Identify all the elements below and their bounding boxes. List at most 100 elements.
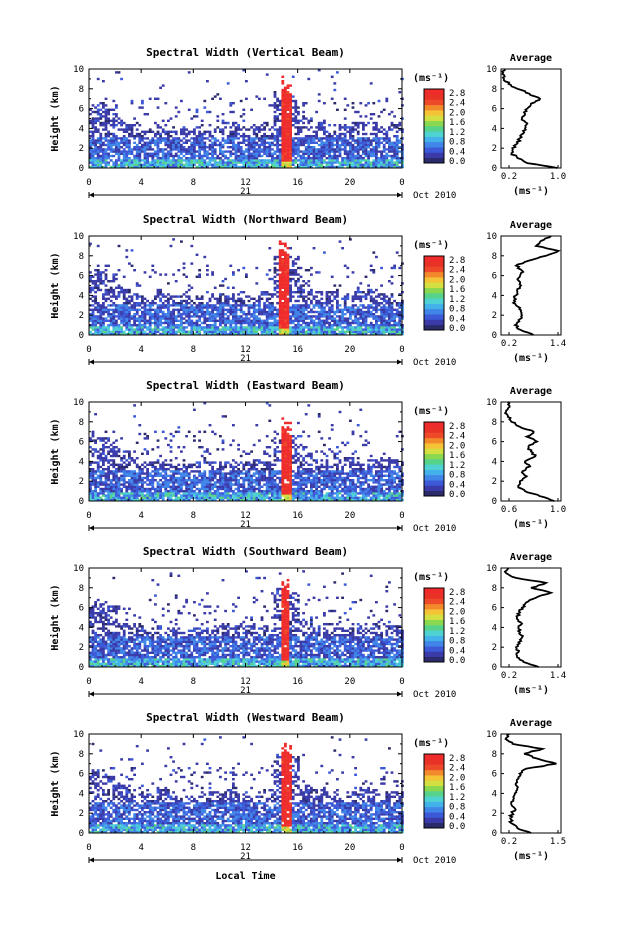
colorbar-tick-label: 0.4 [449, 147, 465, 157]
heatmap-cell [221, 128, 225, 131]
heatmap-cell [174, 476, 178, 480]
heatmap-cell [317, 161, 321, 164]
heatmap-cell [99, 437, 103, 440]
heatmap-cell [375, 154, 378, 158]
heatmap-cell [161, 326, 165, 329]
heatmap-cell [211, 159, 214, 162]
colorbar-segment [424, 298, 444, 304]
heatmap-cell [328, 306, 331, 309]
heatmap-cell [193, 313, 196, 316]
heatmap-cell [281, 258, 285, 261]
heatmap-cell [273, 161, 277, 164]
heatmap-cell [286, 95, 290, 98]
heatmap-cell [112, 161, 116, 164]
heatmap-cell [208, 330, 212, 333]
heatmap-cell [356, 286, 360, 289]
colorbar-tick-label: 1.6 [449, 118, 465, 128]
heatmap-cell [299, 328, 303, 331]
heatmap-cell [89, 297, 92, 300]
heatmap-cell [203, 304, 207, 307]
heatmap-cell [336, 321, 339, 325]
heatmap-cell [312, 315, 316, 318]
heatmap-cell [302, 141, 305, 144]
heatmap-cell [161, 84, 165, 87]
heatmap-cell [369, 321, 373, 325]
heatmap-cell [109, 485, 113, 488]
heatmap-cell [154, 324, 157, 327]
heatmap-cell [234, 121, 238, 125]
heatmap-cell [299, 317, 303, 320]
heatmap-cell [250, 139, 253, 142]
average-y-tick-label: 8 [492, 252, 497, 262]
heatmap-cell [307, 165, 311, 169]
heatmap-cell [122, 494, 126, 497]
heatmap-cell [330, 148, 334, 151]
heatmap-cell [99, 277, 103, 281]
heatmap-cell [146, 137, 149, 140]
heatmap-cell [390, 121, 394, 125]
heatmap-cell [367, 291, 370, 294]
heatmap-cell [237, 269, 240, 272]
heatmap-cell [104, 277, 108, 281]
heatmap-cell [203, 163, 207, 166]
heatmap-cell [120, 137, 123, 140]
heatmap-cell [138, 150, 142, 153]
heatmap-cell [237, 165, 240, 169]
heatmap-cell [291, 291, 295, 294]
heatmap-cell [117, 470, 121, 473]
heatmap-cell [286, 121, 290, 125]
heatmap-cell [299, 313, 303, 316]
heatmap-cell [172, 313, 175, 316]
heatmap-cell [219, 284, 222, 287]
heatmap-cell [174, 141, 178, 144]
heatmap-cell [96, 308, 100, 311]
average-y-tick-label: 6 [492, 105, 497, 115]
heatmap-cell [333, 139, 337, 142]
heatmap-cell [242, 108, 246, 111]
heatmap-cell [343, 132, 347, 136]
heatmap-cell [250, 332, 253, 336]
heatmap-cell [130, 126, 134, 129]
heatmap-cell [141, 492, 144, 495]
heatmap-cell [117, 157, 121, 160]
heatmap-cell [203, 106, 207, 109]
heatmap-cell [323, 332, 326, 336]
heatmap-cell [107, 324, 110, 327]
heatmap-cell [195, 150, 199, 153]
heatmap-cell [211, 97, 214, 100]
heatmap-cell [213, 319, 217, 322]
heatmap-cell [143, 150, 147, 153]
heatmap-cell [167, 154, 170, 158]
heatmap-cell [169, 476, 173, 480]
heatmap-cell [193, 128, 196, 131]
heatmap-cell [278, 135, 282, 138]
heatmap-cell [104, 472, 108, 475]
heatmap-cell [377, 157, 381, 160]
heatmap-cell [112, 332, 116, 336]
heatmap-cell [281, 163, 285, 166]
heatmap-cell [190, 143, 194, 147]
heatmap-cell [252, 315, 256, 318]
heatmap-cell [330, 75, 334, 78]
heatmap-cell [286, 315, 290, 318]
heatmap-cell [185, 161, 188, 164]
heatmap-cell [159, 454, 162, 458]
heatmap-cell [364, 295, 368, 298]
heatmap-cell [278, 291, 282, 294]
heatmap-cell [109, 124, 113, 127]
heatmap-cell [286, 104, 290, 107]
heatmap-cell [203, 317, 207, 320]
heatmap-cell [112, 492, 116, 495]
heatmap-cell [125, 485, 129, 488]
heatmap-cell [310, 291, 313, 294]
heatmap-cell [364, 159, 368, 162]
heatmap-cell [102, 452, 105, 455]
heatmap-cell [245, 154, 248, 158]
heatmap-cell [385, 135, 389, 138]
heatmap-cell [232, 319, 235, 322]
heatmap-cell [362, 137, 365, 140]
heatmap-cell [372, 299, 376, 303]
heatmap-cell [349, 332, 352, 336]
heatmap-cell [117, 128, 121, 131]
heatmap-cell [398, 124, 402, 127]
